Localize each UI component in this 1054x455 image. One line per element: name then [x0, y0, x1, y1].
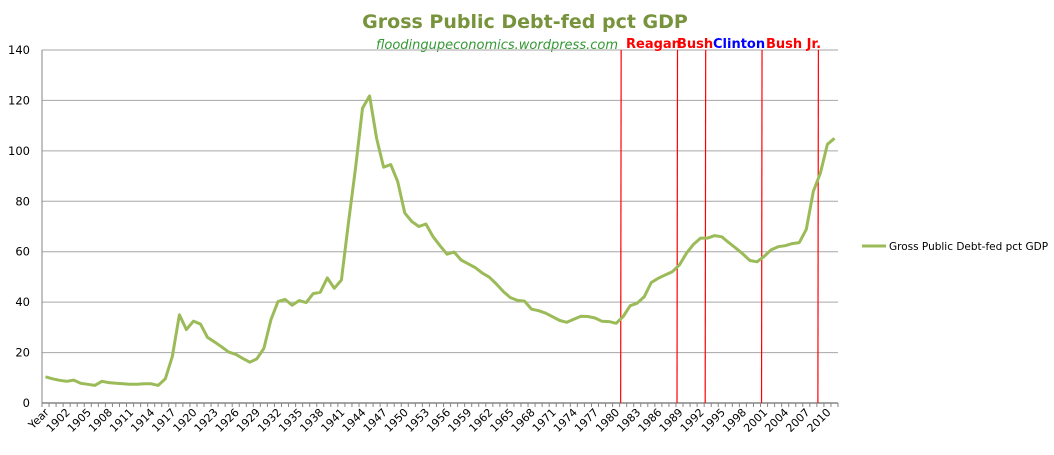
y-tick-label: 120 [8, 93, 30, 107]
y-axis: 0 20 40 60 80 100 120 140 [8, 43, 43, 410]
y-tick-label: 80 [15, 194, 30, 208]
y-tick-label: 20 [15, 346, 30, 360]
presidency-label: Clinton [713, 37, 765, 52]
y-tick-label: 40 [15, 295, 30, 309]
legend: Gross Public Debt-fed pct GDP [862, 241, 1048, 253]
series-layer [45, 94, 836, 387]
y-tick-label: 60 [15, 245, 30, 259]
legend-label: Gross Public Debt-fed pct GDP [889, 241, 1048, 253]
presidency-marker-line [704, 49, 707, 404]
y-tick-label: 140 [8, 43, 30, 57]
presidency-label: Bush Jr. [766, 37, 821, 52]
presidency-marker-line [620, 49, 622, 404]
chart-title: Gross Public Debt-fed pct GDP [362, 11, 688, 33]
presidency-label: Reagan [626, 37, 681, 52]
presidency-marker-line [676, 49, 679, 404]
presidency-label: Bush [677, 37, 713, 52]
presidency-marker-line [817, 49, 819, 404]
y-tick-label: 0 [23, 396, 30, 410]
presidency-marker-line [760, 49, 763, 404]
chart-subtitle: floodingupeconomics.wordpress.com [376, 38, 618, 53]
y-tick-label: 100 [8, 144, 30, 158]
